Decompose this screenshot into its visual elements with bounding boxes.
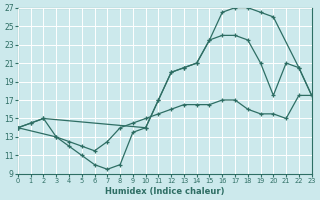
X-axis label: Humidex (Indice chaleur): Humidex (Indice chaleur)	[105, 187, 225, 196]
